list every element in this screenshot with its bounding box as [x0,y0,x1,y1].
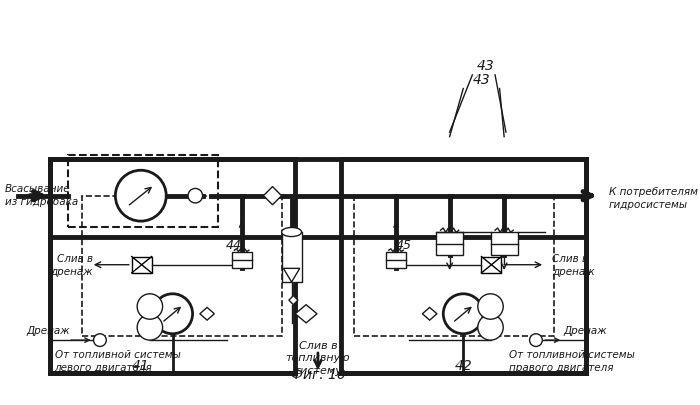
Bar [354,196,554,337]
Polygon shape [422,307,437,320]
Bar [341,159,586,373]
Text: Слив в
дренаж: Слив в дренаж [552,254,595,277]
Circle shape [443,294,483,334]
Text: От топливной системы
левого двигателя: От топливной системы левого двигателя [55,350,181,373]
Circle shape [94,334,106,346]
Text: 41: 41 [132,359,150,373]
Polygon shape [284,269,300,282]
Circle shape [116,170,166,221]
Bar [232,252,251,269]
Bar [132,256,152,273]
Polygon shape [263,187,281,205]
Circle shape [137,315,162,340]
Text: Дренаж: Дренаж [27,326,70,336]
Circle shape [137,294,162,319]
Text: 42: 42 [454,359,472,373]
Bar [436,232,463,255]
Text: Фиг. 10: Фиг. 10 [290,368,345,382]
Text: Слив в
топливную
систему: Слив в топливную систему [286,341,350,376]
Circle shape [478,294,503,319]
Polygon shape [289,296,298,305]
Polygon shape [295,305,317,323]
Text: 45: 45 [396,239,412,252]
Ellipse shape [281,228,302,237]
Text: Всасывание
из гидробака: Всасывание из гидробака [4,185,78,207]
Text: От топливной системы
правого двигателя: От топливной системы правого двигателя [509,350,635,373]
Bar [50,159,295,373]
Bar [82,196,281,337]
Bar [281,232,302,282]
Circle shape [478,315,503,340]
Bar [68,155,218,228]
Bar [482,256,501,273]
Polygon shape [199,307,214,320]
Text: 43: 43 [473,72,490,87]
Text: Дренаж: Дренаж [564,326,607,336]
Text: К потребителям
гидросистемы: К потребителям гидросистемы [608,187,698,210]
Text: 43: 43 [477,59,495,73]
Circle shape [153,294,192,334]
Text: Слив в
дренаж: Слив в дренаж [50,254,92,277]
Bar [386,252,406,269]
Circle shape [188,188,202,203]
Circle shape [530,334,542,346]
Text: 44: 44 [225,239,241,252]
Bar [491,232,518,255]
